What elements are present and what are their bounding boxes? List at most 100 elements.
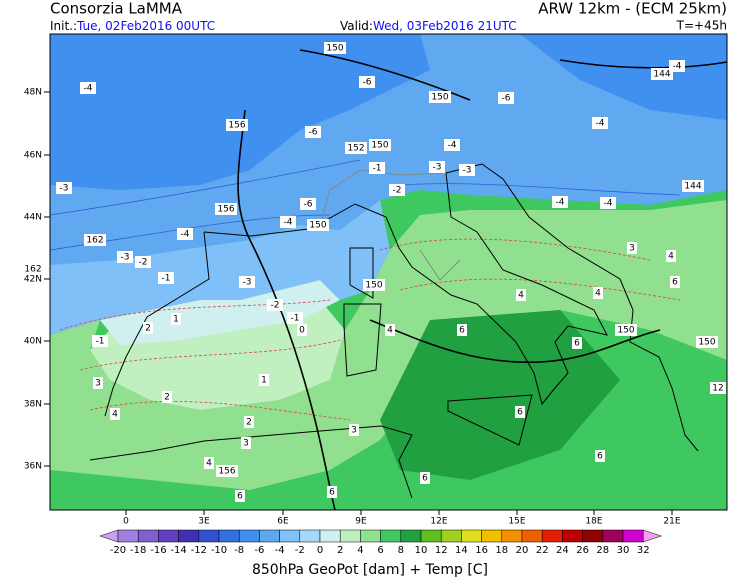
- contour-label: 0: [299, 326, 305, 336]
- contour-label-box: [244, 416, 254, 428]
- colorbar-label: -4: [275, 545, 285, 556]
- contour-label-box: [363, 279, 385, 291]
- colorbar-label: 20: [516, 545, 529, 556]
- colorbar-segment: [137, 529, 159, 543]
- contour-label-box: [385, 324, 395, 336]
- contour-label: 3: [243, 439, 249, 449]
- contour-label: 156: [218, 467, 235, 477]
- valid: Valid:Wed, 03Feb2016 21UTC: [340, 19, 517, 33]
- contour-label: -1: [96, 337, 105, 347]
- contour-label: 150: [309, 221, 326, 231]
- contour-label-box: [345, 142, 367, 154]
- colorbar-label: 18: [495, 545, 508, 556]
- contour-label-box: [239, 276, 255, 288]
- contour-label-box: [84, 234, 106, 246]
- contour-label: -4: [604, 199, 613, 209]
- geopotential-contours: [237, 49, 727, 510]
- colorbar-segment: [481, 529, 503, 543]
- contour-label: -2: [271, 301, 280, 311]
- contour-label-box: [359, 76, 375, 88]
- contour-label-box: [22, 263, 44, 275]
- lon-label: 3E: [198, 517, 210, 527]
- valid-time: Wed, 03Feb2016 21UTC: [373, 19, 517, 33]
- colorbar-label: 0: [317, 545, 323, 556]
- contour-label-box: [592, 117, 608, 129]
- contour-label: 6: [597, 452, 603, 462]
- colorbar-label: -20: [110, 545, 126, 556]
- contour-label-box: [552, 196, 568, 208]
- colorbar-segment: [238, 529, 260, 543]
- lat-label: 36N: [24, 462, 42, 472]
- contour-label-box: [93, 377, 103, 389]
- contour-label: 162: [86, 236, 103, 246]
- contour-label: 2: [164, 393, 170, 403]
- contour-label-box: [420, 472, 430, 484]
- init-label: Init.:: [50, 19, 77, 33]
- contour-label-box: [515, 406, 525, 418]
- colorbar-label: 14: [455, 545, 468, 556]
- contour-label-box: [498, 92, 514, 104]
- contour-label: -4: [596, 119, 605, 129]
- contour-label-box: [710, 382, 726, 394]
- contour-label: 6: [237, 492, 243, 502]
- contour-label: 144: [653, 70, 670, 80]
- colorbar-label: 26: [576, 545, 589, 556]
- contour-label: 6: [459, 326, 465, 336]
- contour-label: 150: [698, 338, 715, 348]
- colorbar-segment: [178, 529, 200, 543]
- colorbar-segment: [461, 529, 482, 543]
- contour-label-box: [307, 219, 329, 231]
- contour-label: 2: [246, 418, 252, 428]
- contour-label: 156: [228, 121, 245, 131]
- contour-label-box: [259, 374, 269, 386]
- colorbar-end: [99, 529, 119, 543]
- colorbar-label: -16: [150, 545, 166, 556]
- colorbar-segment: [360, 529, 381, 543]
- contour-label-box: [215, 203, 237, 215]
- contour-label-box: [369, 162, 385, 174]
- contour-label: -4: [84, 84, 93, 94]
- colorbar-label: 16: [475, 545, 488, 556]
- contour-label-box: [324, 42, 346, 54]
- contour-label: -3: [121, 253, 130, 263]
- map-fields: [50, 34, 727, 510]
- colorbar-segment: [602, 529, 624, 543]
- contour-label-box: [204, 457, 214, 469]
- field-lightgreen: [50, 200, 727, 490]
- contour-label: 4: [206, 459, 212, 469]
- lon-label: 9E: [355, 517, 367, 527]
- contour-label: 3: [629, 244, 635, 254]
- temp-contours: [59, 238, 681, 421]
- contour-label: -1: [373, 164, 382, 174]
- contour-label: 4: [668, 252, 674, 262]
- contour-label-box: [651, 68, 673, 80]
- colorbar-label: 28: [596, 545, 609, 556]
- contour-label: -3: [463, 166, 472, 176]
- colorbar-label: 12: [435, 545, 448, 556]
- contour-label-box: [600, 197, 616, 209]
- colorbar-label: 30: [617, 545, 630, 556]
- field-lightblue: [50, 200, 390, 335]
- contour-label-box: [80, 82, 96, 94]
- contour-label-box: [267, 299, 283, 311]
- contour-label-box: [287, 312, 303, 324]
- contour-label: 6: [517, 408, 523, 418]
- contour-label-box: [171, 313, 181, 325]
- contour-label-box: [444, 139, 460, 151]
- contour-label-box: [297, 324, 307, 336]
- contour-label-box: [235, 490, 245, 502]
- lat-label: 38N: [24, 400, 42, 410]
- lat-label: 40N: [24, 337, 42, 347]
- contour-label: 2: [145, 324, 151, 334]
- contour-label-box: [457, 324, 467, 336]
- contour-label: 150: [326, 44, 343, 54]
- contour-label: -3: [433, 163, 442, 173]
- contour-label-box: [682, 180, 704, 192]
- colorbar-label: -12: [191, 545, 207, 556]
- contour-label: -3: [60, 184, 69, 194]
- contour-label-box: [143, 322, 153, 334]
- contour-label: -3: [243, 278, 252, 288]
- contour-label: 6: [574, 339, 580, 349]
- contour-label-box: [177, 228, 193, 240]
- colorbar-label: 8: [398, 545, 404, 556]
